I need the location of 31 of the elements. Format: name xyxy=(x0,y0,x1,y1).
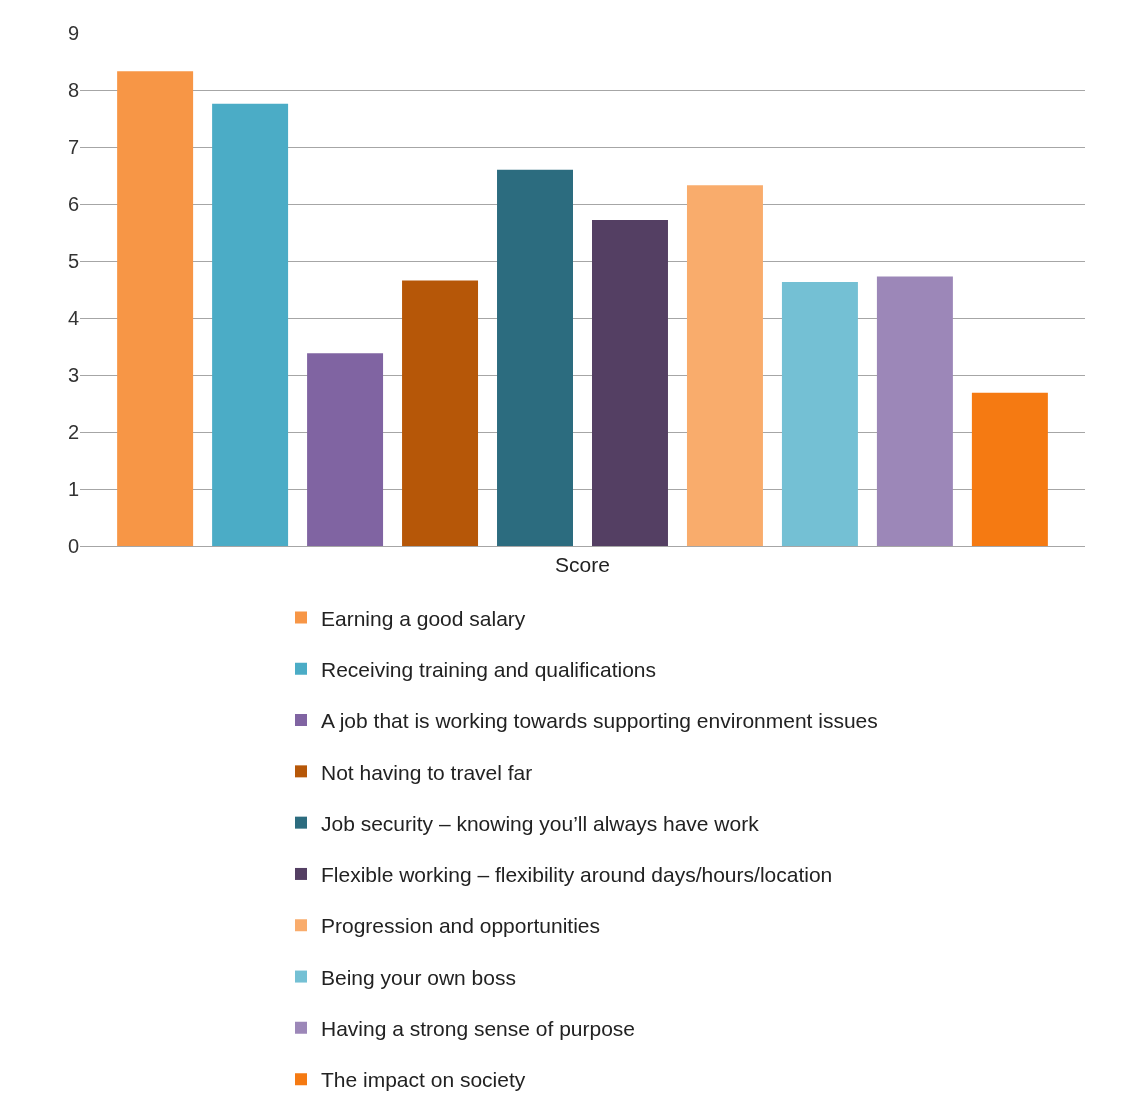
bar xyxy=(876,276,953,546)
legend-label: Flexible working – flexibility around days/hours/location xyxy=(321,863,833,887)
bar xyxy=(781,282,858,546)
y-tick-label: 9 xyxy=(67,22,79,44)
y-tick-label: 8 xyxy=(67,79,79,101)
y-tick-label: 3 xyxy=(67,364,79,386)
y-tick-label: 4 xyxy=(67,307,79,329)
y-tick-label: 2 xyxy=(67,421,79,443)
legend-label: Earning a good salary xyxy=(321,606,526,630)
bar xyxy=(117,71,194,546)
bar xyxy=(307,353,384,546)
bar xyxy=(592,219,668,546)
bar xyxy=(212,103,289,546)
y-tick-label: 1 xyxy=(67,478,79,500)
legend-label: Job security – knowing you’ll always have work xyxy=(321,811,760,835)
legend-label: Having a strong sense of purpose xyxy=(321,1017,636,1041)
y-tick-label: 6 xyxy=(67,193,79,215)
bar xyxy=(686,185,763,546)
x-tick-label: Score xyxy=(555,553,610,577)
legend-label: A job that is working towards supporting environment issues xyxy=(321,709,878,733)
legend-label: Not having to travel far xyxy=(321,760,533,784)
bar xyxy=(971,392,1048,546)
legend-label: Being your own boss xyxy=(321,965,516,989)
y-tick-label: 5 xyxy=(67,250,79,272)
y-tick-label: 0 xyxy=(67,535,79,557)
bar xyxy=(497,169,573,546)
legend-label: Receiving training and qualifications xyxy=(321,657,657,681)
y-tick-label: 7 xyxy=(67,136,79,158)
bar xyxy=(402,280,479,546)
legend-label: The impact on society xyxy=(321,1068,526,1092)
legend-label: Progression and opportunities xyxy=(321,914,601,938)
